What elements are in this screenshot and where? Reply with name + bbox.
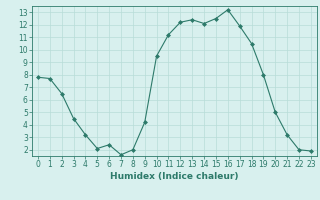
X-axis label: Humidex (Indice chaleur): Humidex (Indice chaleur) (110, 172, 239, 181)
